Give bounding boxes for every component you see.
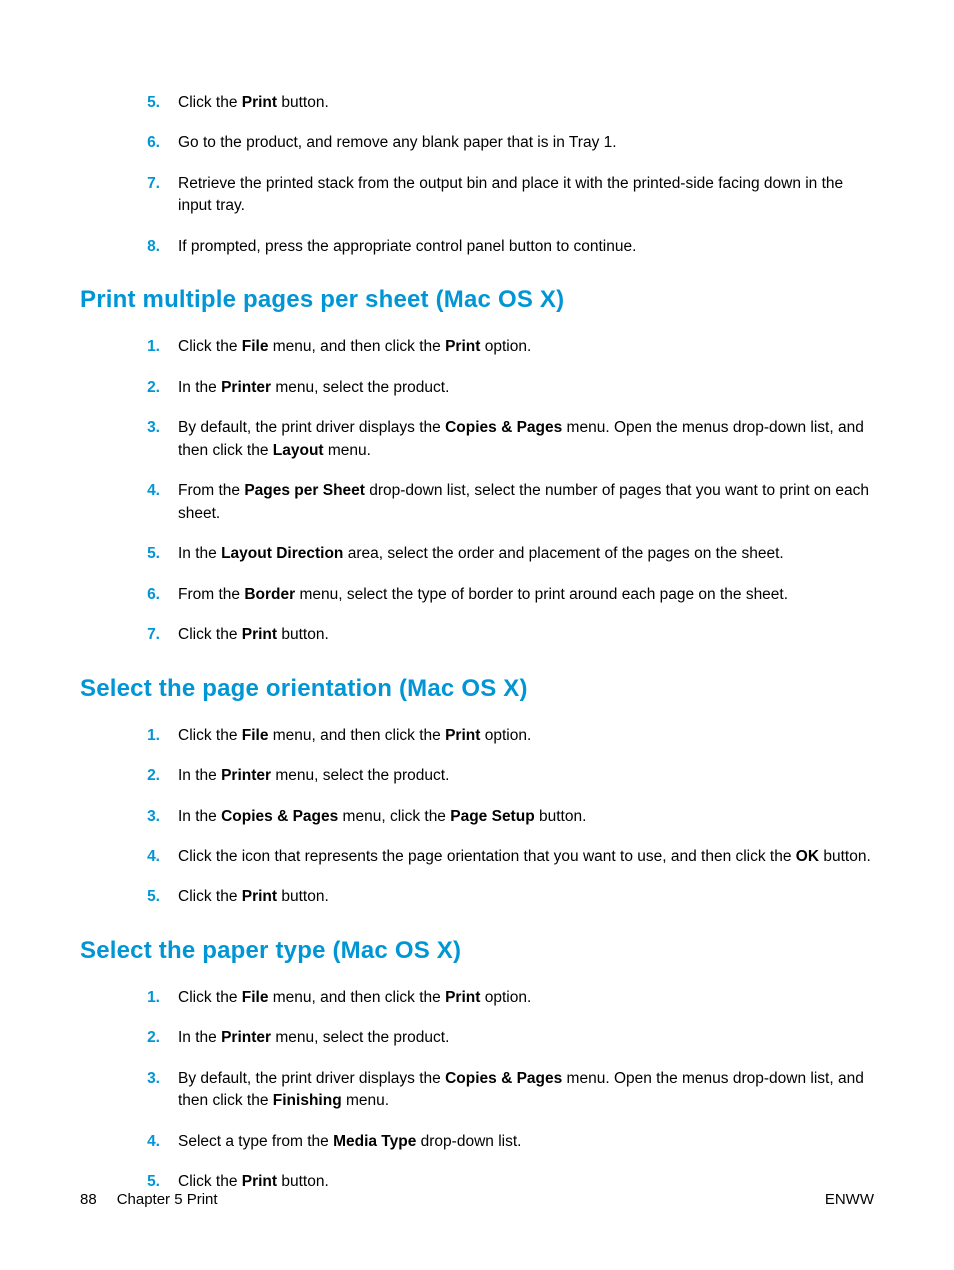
list-number: 3. [140, 1068, 178, 1090]
list-text: Retrieve the printed stack from the outp… [178, 173, 874, 218]
list-text: Click the File menu, and then click the … [178, 336, 874, 358]
list-item: 4.Click the icon that represents the pag… [140, 846, 874, 868]
list-item: 5.Click the Print button. [140, 92, 874, 114]
list-number: 7. [140, 624, 178, 646]
list-number: 6. [140, 584, 178, 606]
list-number: 3. [140, 806, 178, 828]
list-item: 1.Click the File menu, and then click th… [140, 336, 874, 358]
list-number: 5. [140, 886, 178, 908]
list-number: 1. [140, 336, 178, 358]
list-number: 4. [140, 846, 178, 868]
list-item: 2.In the Printer menu, select the produc… [140, 1027, 874, 1049]
list-item: 6.From the Border menu, select the type … [140, 584, 874, 606]
list-text: In the Layout Direction area, select the… [178, 543, 874, 565]
list-item: 4.Select a type from the Media Type drop… [140, 1131, 874, 1153]
list-item: 3.By default, the print driver displays … [140, 417, 874, 462]
list-item: 7.Retrieve the printed stack from the ou… [140, 173, 874, 218]
continuation-list: 5.Click the Print button.6.Go to the pro… [80, 92, 874, 258]
list-text: Go to the product, and remove any blank … [178, 132, 874, 154]
list-number: 4. [140, 480, 178, 502]
list-item: 1.Click the File menu, and then click th… [140, 725, 874, 747]
list-number: 2. [140, 1027, 178, 1049]
list-number: 5. [140, 543, 178, 565]
list-item: 7.Click the Print button. [140, 624, 874, 646]
list-text: In the Printer menu, select the product. [178, 765, 874, 787]
section-heading: Print multiple pages per sheet (Mac OS X… [80, 286, 874, 314]
list-text: By default, the print driver displays th… [178, 417, 874, 462]
list-item: 8.If prompted, press the appropriate con… [140, 236, 874, 258]
list-text: Click the File menu, and then click the … [178, 987, 874, 1009]
list-number: 2. [140, 765, 178, 787]
sections-container: Print multiple pages per sheet (Mac OS X… [80, 286, 874, 1193]
list-text: From the Pages per Sheet drop-down list,… [178, 480, 874, 525]
list-number: 1. [140, 987, 178, 1009]
list-text: Click the icon that represents the page … [178, 846, 874, 868]
list-text: Click the File menu, and then click the … [178, 725, 874, 747]
list-number: 2. [140, 377, 178, 399]
section-heading: Select the page orientation (Mac OS X) [80, 675, 874, 703]
list-number: 7. [140, 173, 178, 195]
page-number: 88 [80, 1191, 97, 1208]
list-item: 3.In the Copies & Pages menu, click the … [140, 806, 874, 828]
list-text: Click the Print button. [178, 92, 874, 114]
list-number: 5. [140, 92, 178, 114]
list-item: 6.Go to the product, and remove any blan… [140, 132, 874, 154]
list-item: 5.In the Layout Direction area, select t… [140, 543, 874, 565]
section-list: 1.Click the File menu, and then click th… [80, 725, 874, 909]
section-list: 1.Click the File menu, and then click th… [80, 987, 874, 1194]
list-item: 4.From the Pages per Sheet drop-down lis… [140, 480, 874, 525]
list-text: Click the Print button. [178, 624, 874, 646]
list-text: If prompted, press the appropriate contr… [178, 236, 874, 258]
list-text: Click the Print button. [178, 886, 874, 908]
list-item: 5.Click the Print button. [140, 886, 874, 908]
section-heading: Select the paper type (Mac OS X) [80, 937, 874, 965]
document-page: 5.Click the Print button.6.Go to the pro… [0, 0, 954, 1270]
list-text: In the Printer menu, select the product. [178, 1027, 874, 1049]
list-number: 6. [140, 132, 178, 154]
page-footer: 88 Chapter 5 Print ENWW [80, 1191, 874, 1208]
list-item: 2.In the Printer menu, select the produc… [140, 377, 874, 399]
chapter-label: Chapter 5 Print [117, 1191, 218, 1208]
list-number: 4. [140, 1131, 178, 1153]
list-text: By default, the print driver displays th… [178, 1068, 874, 1113]
list-item: 2.In the Printer menu, select the produc… [140, 765, 874, 787]
footer-right: ENWW [825, 1191, 874, 1208]
list-number: 1. [140, 725, 178, 747]
section-list: 1.Click the File menu, and then click th… [80, 336, 874, 646]
list-text: In the Copies & Pages menu, click the Pa… [178, 806, 874, 828]
list-number: 8. [140, 236, 178, 258]
list-number: 3. [140, 417, 178, 439]
list-item: 3.By default, the print driver displays … [140, 1068, 874, 1113]
list-text: From the Border menu, select the type of… [178, 584, 874, 606]
list-item: 1.Click the File menu, and then click th… [140, 987, 874, 1009]
list-text: Select a type from the Media Type drop-d… [178, 1131, 874, 1153]
list-text: In the Printer menu, select the product. [178, 377, 874, 399]
